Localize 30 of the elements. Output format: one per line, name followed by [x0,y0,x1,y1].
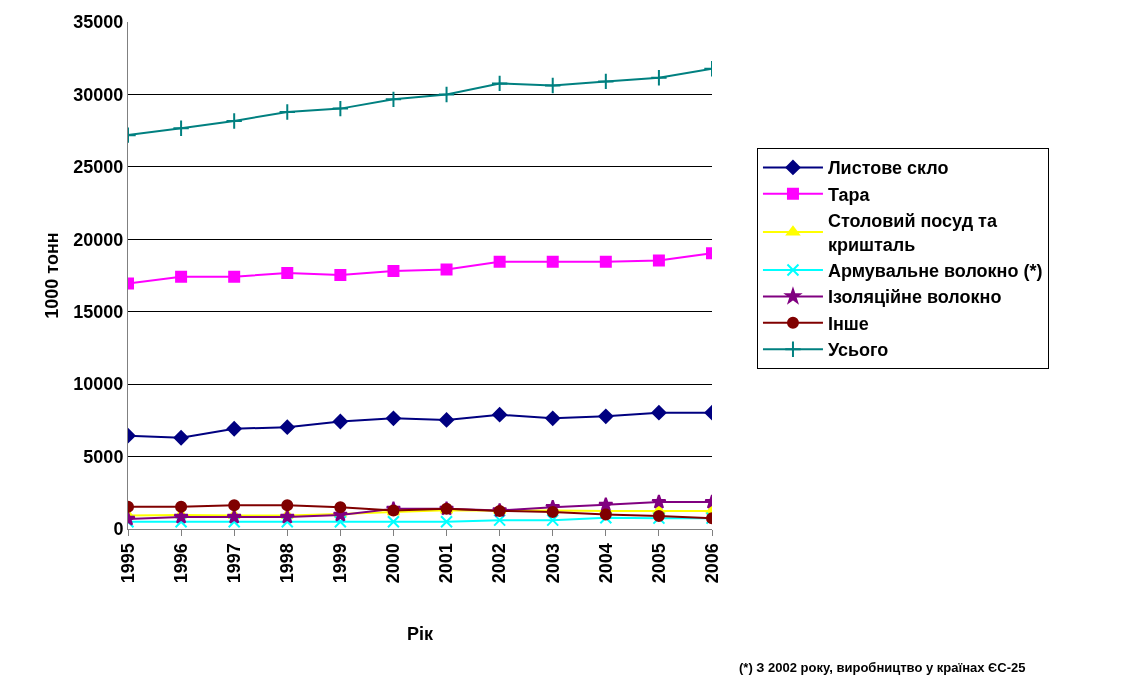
y-tick-label: 20000 [73,229,124,250]
x-tick-label: 2000 [383,543,404,584]
text: (*) З 2002 року, виробництво у країнах ЄС-25 [739,660,1026,675]
y-tick-label: 0 [113,519,124,540]
x-tick-label: 2005 [648,543,669,584]
x-axis-title: Рік [406,624,434,645]
legend-label: Інше [827,313,869,334]
legend-label: Листове скло [827,158,949,179]
x-tick-label: 2006 [701,543,722,584]
x-tick-label: 1999 [330,543,351,584]
x-tick-label: 2004 [595,543,616,584]
x-tick-label: 1996 [170,543,191,584]
legend-label: Тара [827,184,871,205]
y-tick-label: 10000 [73,374,124,395]
y-tick-label: 5000 [83,446,124,467]
y-tick-label: 30000 [73,84,124,105]
x-tick-label: 1995 [117,543,138,584]
x-tick-label: 2002 [489,543,510,584]
y-axis-title: 1000 тонн [41,232,62,319]
legend-label: Ізоляційне волокно [827,287,1002,308]
x-tick-label: 2001 [436,543,457,584]
x-tick-label: 1997 [224,543,245,584]
x-tick-label: 2003 [542,543,563,584]
legend-label: Армувальне волокно (*) [827,261,1043,282]
x-tick-label: 1998 [277,543,298,584]
y-tick-label: 15000 [73,302,124,323]
legend-label: Столовий посуд та кришталь [827,211,998,255]
y-tick-label: 25000 [73,157,124,178]
legend-label: Усього [827,340,889,361]
y-tick-label: 35000 [73,12,124,33]
